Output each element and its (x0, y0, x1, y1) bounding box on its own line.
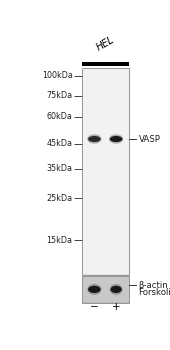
Ellipse shape (87, 134, 101, 144)
Ellipse shape (88, 136, 101, 142)
Text: 75kDa: 75kDa (47, 91, 73, 100)
Bar (82, 276, 129, 303)
Text: 45kDa: 45kDa (47, 139, 73, 148)
Ellipse shape (110, 136, 122, 142)
Ellipse shape (87, 284, 102, 295)
Text: 100kDa: 100kDa (42, 71, 73, 80)
Text: +: + (112, 302, 120, 313)
Bar (82, 68, 129, 275)
Text: 35kDa: 35kDa (47, 164, 73, 173)
Text: HEL: HEL (95, 35, 116, 53)
Ellipse shape (88, 286, 101, 293)
Bar (82, 69, 129, 274)
Ellipse shape (109, 134, 124, 144)
Text: β-actin: β-actin (139, 281, 168, 289)
Text: 15kDa: 15kDa (47, 236, 73, 245)
Ellipse shape (87, 284, 101, 295)
Text: 60kDa: 60kDa (47, 112, 73, 121)
Bar (82, 63, 129, 66)
Text: VASP: VASP (139, 134, 160, 144)
Ellipse shape (110, 286, 122, 293)
Ellipse shape (87, 134, 102, 144)
Text: −: − (90, 302, 99, 313)
Ellipse shape (109, 134, 123, 144)
Ellipse shape (110, 284, 122, 295)
Text: Forskolin: Forskolin (139, 288, 170, 297)
Ellipse shape (109, 284, 123, 295)
Text: 25kDa: 25kDa (47, 194, 73, 203)
Bar (82, 277, 129, 302)
